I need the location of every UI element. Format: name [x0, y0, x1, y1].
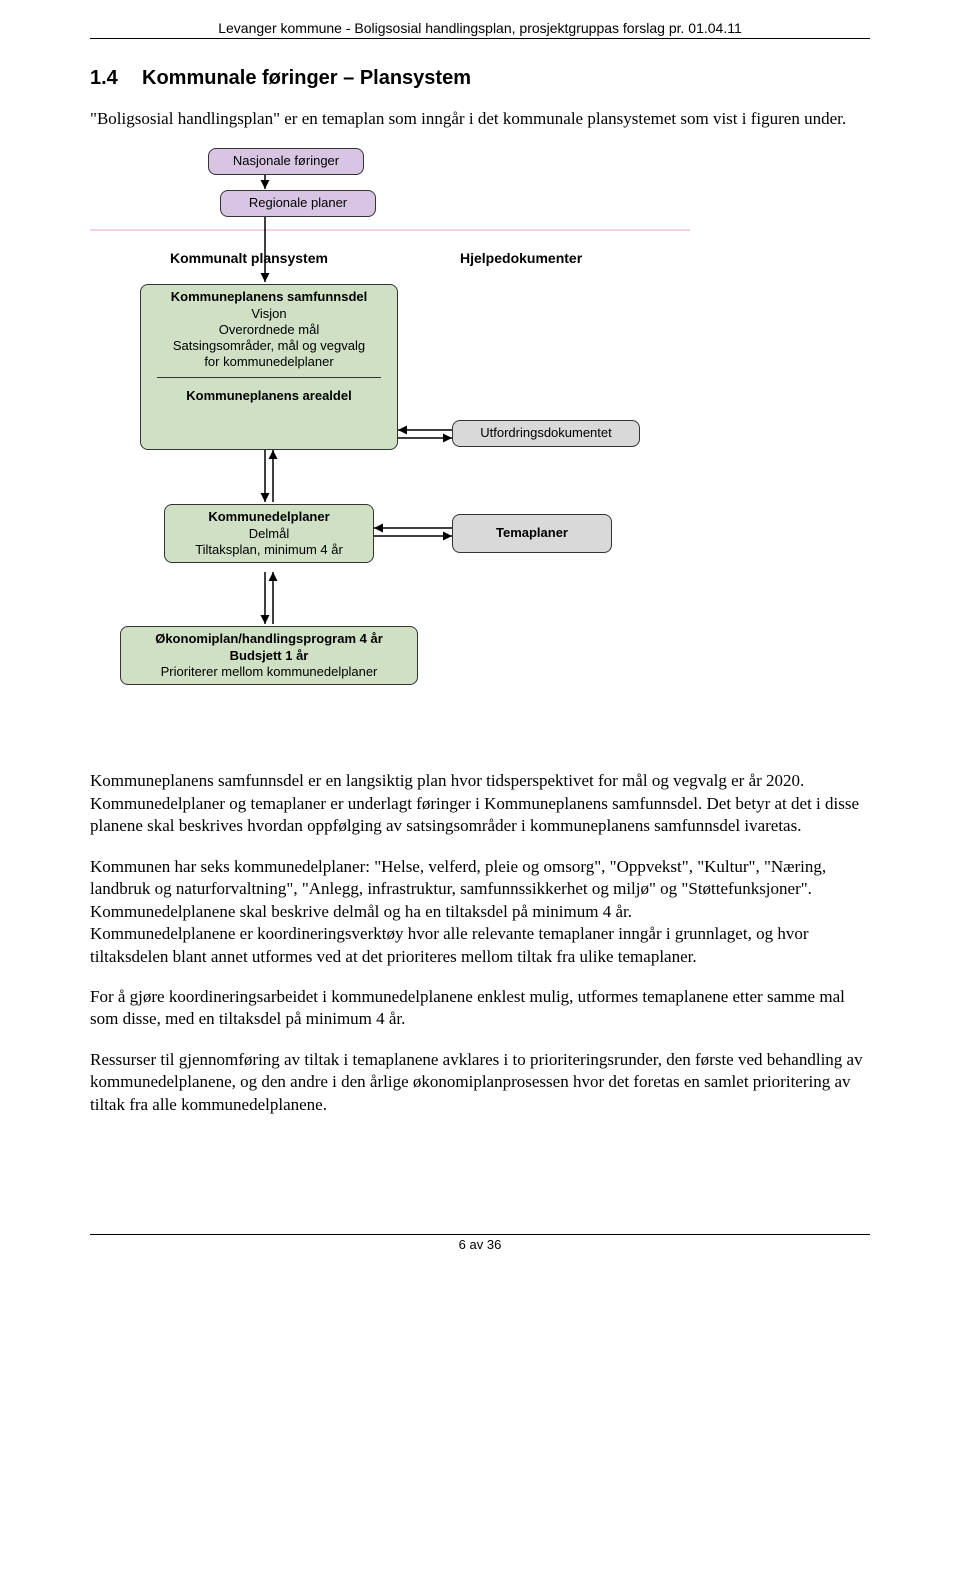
okonomi-line-0: Budsjett 1 år: [127, 648, 411, 664]
box-divider: [157, 377, 381, 378]
intro-paragraph: "Boligsosial handlingsplan" er en temapl…: [90, 108, 870, 130]
okonomi-title: Økonomiplan/handlingsprogram 4 år: [127, 631, 411, 647]
kommunedelplaner-line-1: Tiltaksplan, minimum 4 år: [171, 542, 367, 558]
plansystem-diagram: Nasjonale føringer Regionale planer Komm…: [90, 148, 690, 748]
section-number: 1.4: [90, 67, 142, 90]
box-regionale: Regionale planer: [220, 190, 376, 216]
section-title: Kommunale føringer – Plansystem: [142, 67, 471, 89]
kommunedelplaner-title: Kommunedelplaner: [171, 509, 367, 525]
paragraph-4: For å gjøre koordineringsarbeidet i komm…: [90, 986, 870, 1031]
page: Levanger kommune - Boligsosial handlings…: [0, 0, 960, 1292]
paragraph-3: Kommunedelplanene er koordineringsverktø…: [90, 923, 870, 968]
samfunnsdel-line-3: for kommunedelplaner: [147, 354, 391, 370]
samfunnsdel-line-2: Satsingsområder, mål og vegvalg: [147, 338, 391, 354]
box-utfordringsdokumentet: Utfordringsdokumentet: [452, 420, 640, 446]
box-temaplaner: Temaplaner: [452, 514, 612, 552]
label-kommunalt-plansystem: Kommunalt plansystem: [170, 250, 328, 266]
kommunedelplaner-line-0: Delmål: [171, 526, 367, 542]
page-header: Levanger kommune - Boligsosial handlings…: [90, 20, 870, 38]
okonomi-line-1: Prioriterer mellom kommunedelplaner: [127, 664, 411, 680]
box-kommunedelplaner: Kommunedelplaner Delmål Tiltaksplan, min…: [164, 504, 374, 563]
samfunnsdel-line-1: Overordnede mål: [147, 322, 391, 338]
samfunnsdel-title: Kommuneplanens samfunnsdel: [147, 289, 391, 305]
arealdel-title: Kommuneplanens arealdel: [147, 388, 391, 404]
paragraph-1: Kommuneplanens samfunnsdel er en langsik…: [90, 770, 870, 837]
samfunnsdel-line-0: Visjon: [147, 306, 391, 322]
paragraph-2: Kommunen har seks kommunedelplaner: "Hel…: [90, 856, 870, 923]
box-kommuneplanen: Kommuneplanens samfunnsdel Visjon Overor…: [140, 284, 398, 450]
section-heading: 1.4Kommunale føringer – Plansystem: [90, 67, 870, 90]
box-okonomiplan: Økonomiplan/handlingsprogram 4 år Budsje…: [120, 626, 418, 685]
header-rule: [90, 38, 870, 39]
label-hjelpedokumenter: Hjelpedokumenter: [460, 250, 582, 266]
paragraph-5: Ressurser til gjennomføring av tiltak i …: [90, 1049, 870, 1116]
page-footer: 6 av 36: [90, 1235, 870, 1252]
box-nasjonale: Nasjonale føringer: [208, 148, 364, 174]
